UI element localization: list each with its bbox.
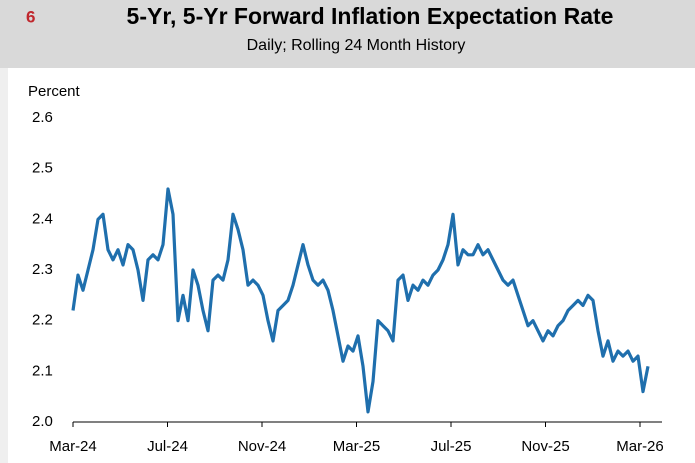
left-strip xyxy=(0,68,8,463)
x-tick-label: Jul-24 xyxy=(147,438,188,455)
x-tick-label: Mar-25 xyxy=(333,438,381,455)
data-line xyxy=(71,187,650,414)
x-tick-label: Jul-25 xyxy=(431,438,472,455)
y-tick-label: 2.2 xyxy=(32,312,53,329)
x-tick-label: Nov-25 xyxy=(521,438,569,455)
y-tick-label: 2.3 xyxy=(32,261,53,278)
x-tick-label: Nov-24 xyxy=(238,438,286,455)
y-tick-label: 2.6 xyxy=(32,109,53,126)
y-tick-label: 2.1 xyxy=(32,362,53,379)
chart-number: 6 xyxy=(26,7,35,26)
y-tick-label: 2.4 xyxy=(32,210,53,227)
x-tick-label: Mar-26 xyxy=(616,438,664,455)
chart-subtitle: Daily; Rolling 24 Month History xyxy=(247,37,466,54)
y-tick-label: 2.0 xyxy=(32,413,53,430)
y-tick-label: 2.5 xyxy=(32,160,53,177)
chart-title: 5-Yr, 5-Yr Forward Inflation Expectation… xyxy=(127,3,614,29)
x-tick-label: Mar-24 xyxy=(49,438,97,455)
header-band xyxy=(0,0,695,68)
y-axis-label: Percent xyxy=(28,83,81,100)
